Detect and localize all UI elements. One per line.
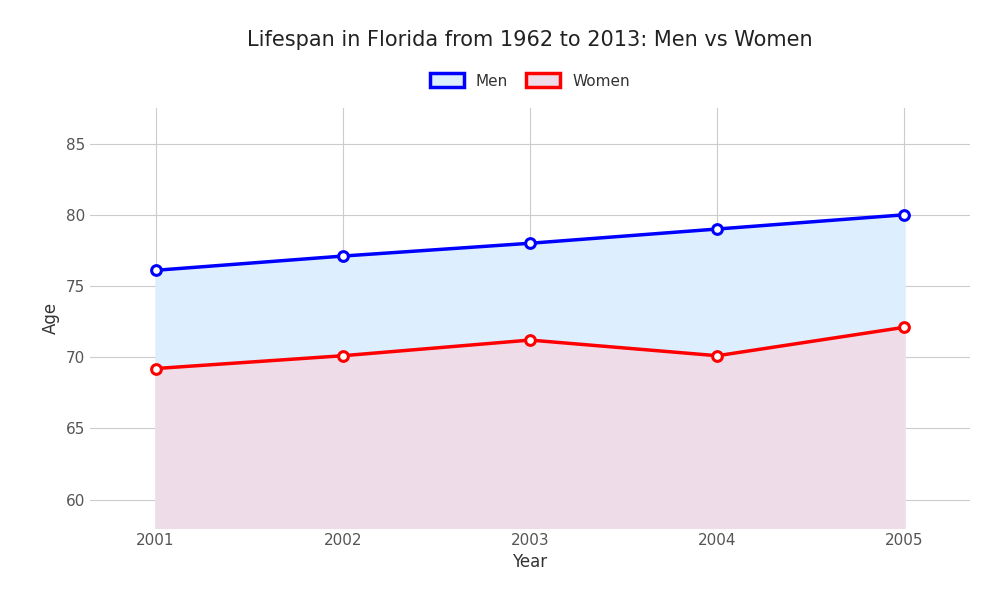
X-axis label: Year: Year (512, 553, 548, 571)
Y-axis label: Age: Age (42, 302, 60, 334)
Legend: Men, Women: Men, Women (424, 67, 636, 95)
Title: Lifespan in Florida from 1962 to 2013: Men vs Women: Lifespan in Florida from 1962 to 2013: M… (247, 29, 813, 49)
